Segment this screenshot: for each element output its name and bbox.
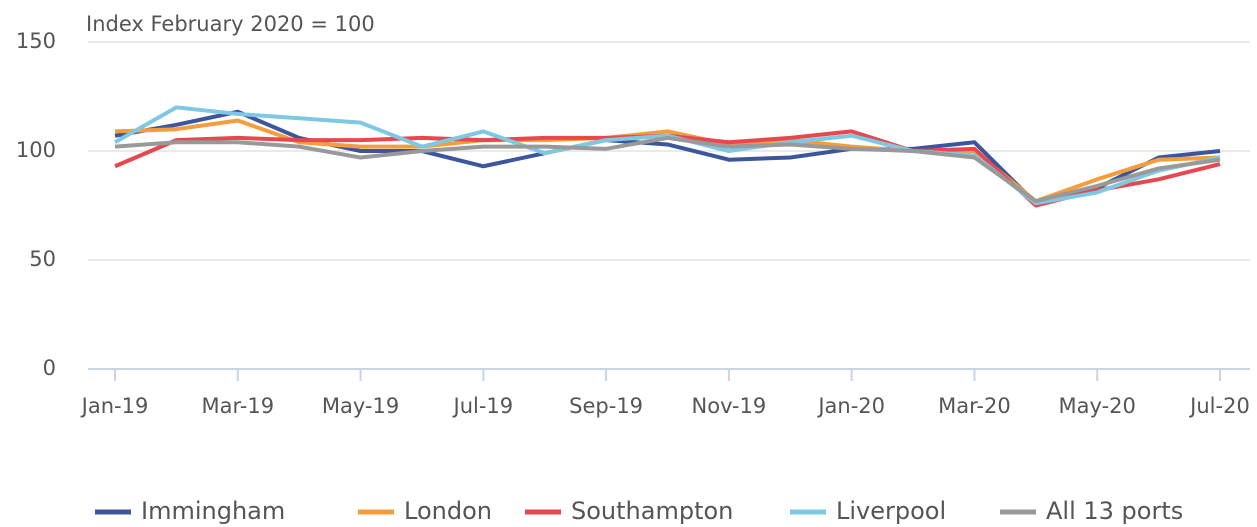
series-line [114, 109, 1221, 206]
x-tick-label: Jul-19 [452, 394, 514, 418]
series-line [114, 135, 1221, 204]
legend-label: Liverpool [836, 497, 946, 525]
x-tick-label: Sep-19 [569, 394, 643, 418]
legend-label: London [404, 497, 492, 525]
y-tick-label: 100 [16, 138, 56, 162]
y-tick-label: 150 [16, 29, 56, 53]
series-line [114, 105, 1221, 206]
y-tick-label: 50 [29, 247, 56, 271]
series-line [114, 118, 1221, 204]
y-tick-label: 0 [43, 356, 56, 380]
x-tick-label: Mar-20 [938, 394, 1011, 418]
x-tick-label: May-20 [1059, 394, 1136, 418]
legend-label: Southampton [571, 497, 733, 525]
x-tick-label: May-19 [322, 394, 399, 418]
legend-label: All 13 ports [1046, 497, 1183, 525]
x-tick-label: Jul-20 [1188, 394, 1250, 418]
x-tick-label: Mar-19 [201, 394, 274, 418]
chart-title: Index February 2020 = 100 [86, 12, 375, 36]
x-tick-label: Nov-19 [692, 394, 767, 418]
legend-label: Immingham [141, 497, 285, 525]
x-tick-label: Jan-19 [80, 394, 149, 418]
x-tick-label: Jan-20 [816, 394, 885, 418]
